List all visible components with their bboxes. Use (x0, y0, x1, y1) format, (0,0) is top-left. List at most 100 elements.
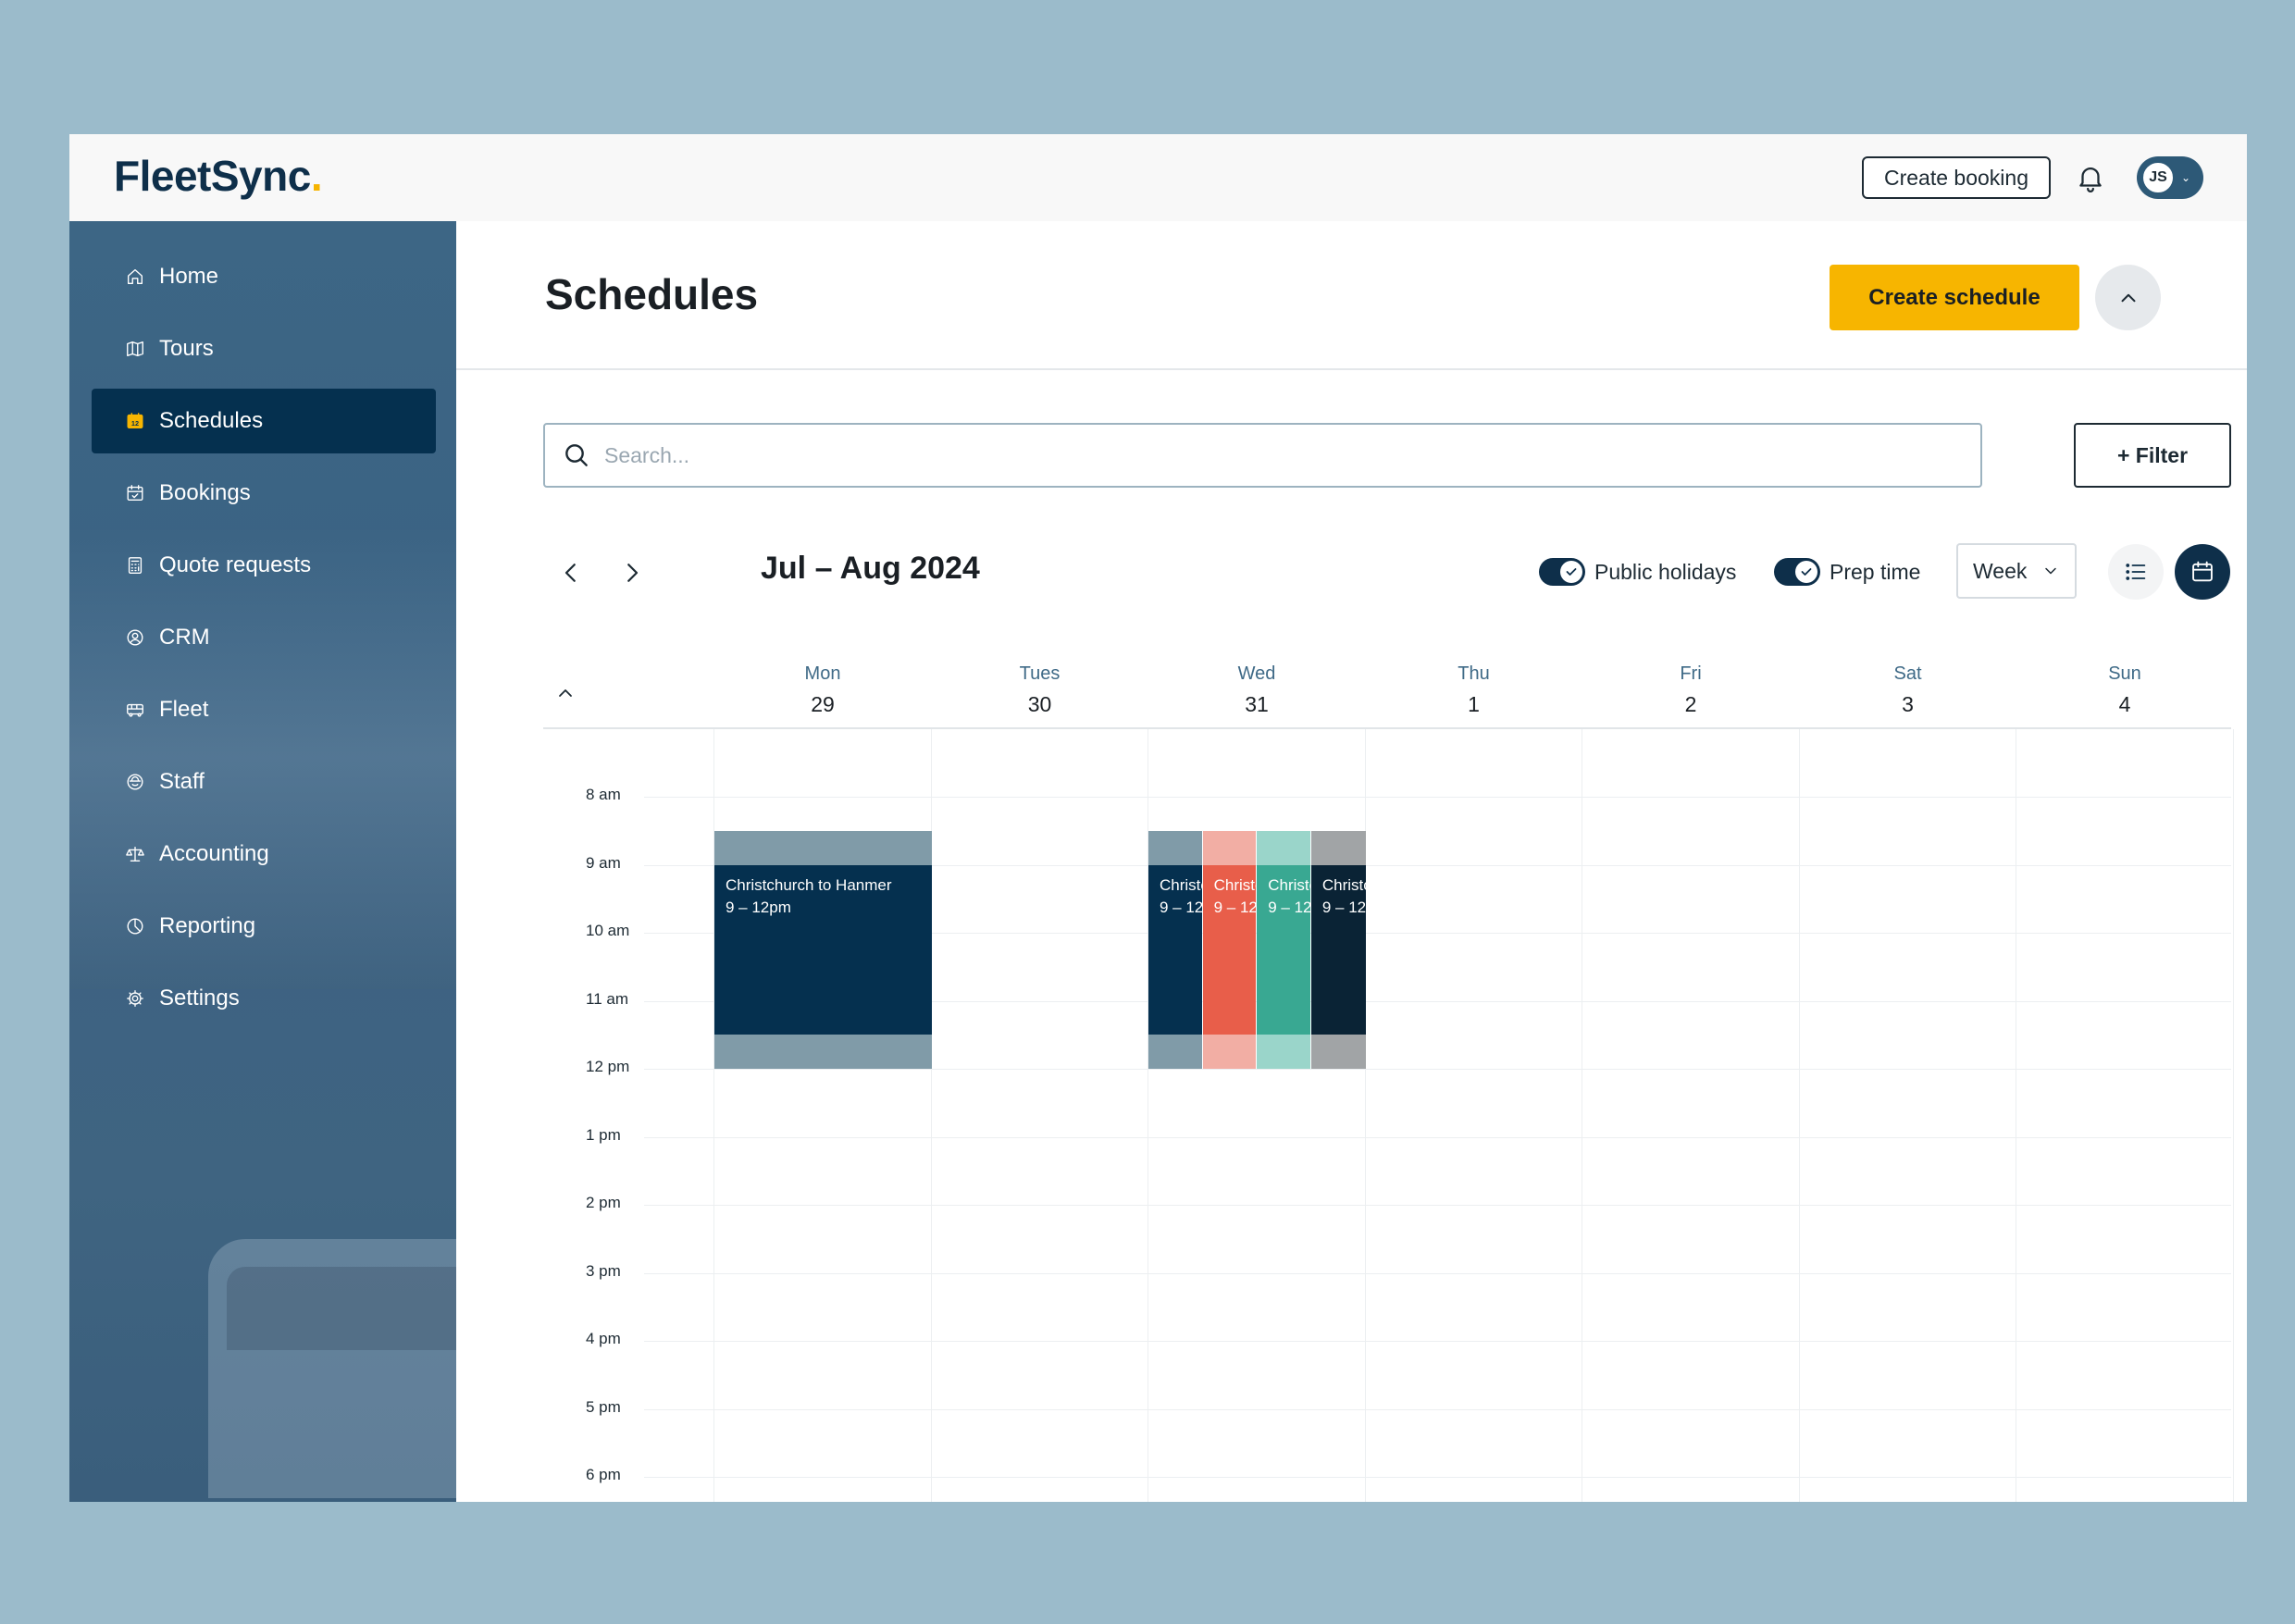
day-header[interactable]: Wed 31 (1148, 663, 1365, 717)
next-week-button[interactable] (615, 556, 649, 589)
event-time: 9 – 12pm (1321, 898, 1366, 916)
bell-icon[interactable] (2075, 162, 2106, 193)
prep-time-toggle[interactable] (1774, 558, 1820, 586)
sidebar-bus-image (208, 1239, 456, 1498)
prep-time-block (1257, 830, 1310, 865)
event-title: Christchurch to Hanmer (726, 875, 892, 894)
prep-time-block (1148, 830, 1202, 865)
calendar-view-button[interactable] (2175, 544, 2230, 600)
chevron-down-icon (2045, 567, 2057, 575)
sidebar-item-label: Schedules (159, 408, 264, 433)
collapse-all-day-button[interactable] (554, 682, 577, 704)
day-name: Tues (1019, 663, 1061, 684)
time-label: 12 pm (586, 1058, 630, 1075)
day-name: Sat (1893, 663, 1922, 684)
sidebar-item-accounting[interactable]: Accounting (92, 822, 436, 886)
chevron-up-icon (2121, 293, 2135, 302)
grid-hour-line (644, 864, 2231, 866)
grid-hour-line (644, 797, 2231, 798)
time-label: 3 pm (586, 1261, 621, 1280)
sidebar-item-schedules[interactable]: 12 Schedules (92, 389, 436, 453)
calculator-icon (124, 554, 146, 576)
event-title: Christchurch to Hanmer (1268, 875, 1310, 894)
sidebar-item-staff[interactable]: Staff (92, 750, 436, 814)
calendar-grid[interactable]: 8 am 9 am 10 am 11 am 12 pm 1 pm 2 pm 3 pm 4 pm 5… (456, 729, 2247, 1502)
event-time: 9 – 12pm (726, 898, 791, 916)
grid-column-line (2232, 729, 2234, 1502)
sidebar-item-crm[interactable]: CRM (92, 605, 436, 670)
prep-time-label: Prep time (1830, 560, 1921, 584)
user-circle-icon (124, 626, 146, 649)
event-time: 9 – 12pm (1268, 898, 1310, 916)
filter-button[interactable]: + Filter (2074, 423, 2231, 488)
day-header[interactable]: Thu 1 (1366, 663, 1582, 717)
day-header[interactable]: Tues 30 (932, 663, 1148, 717)
account-menu[interactable]: JS ⌄ (2137, 156, 2203, 199)
sidebar-item-settings[interactable]: Settings (92, 966, 436, 1031)
sidebar-background-image (69, 527, 456, 989)
day-header[interactable]: Fri 2 (1582, 663, 1799, 717)
time-label: 5 pm (586, 1397, 621, 1416)
staff-icon (124, 771, 146, 793)
schedule-event[interactable]: Christchurch to Hanmer 9 – 12pm (1310, 830, 1366, 1069)
grid-hour-line (644, 1069, 2231, 1070)
time-label: 4 pm (586, 1330, 621, 1347)
view-range-select[interactable]: Week (1956, 543, 2077, 599)
grid-hour-line (644, 933, 2231, 934)
schedule-event[interactable]: Christchurch to Hanmer 9 – 12pm (1202, 830, 1257, 1069)
sidebar-item-fleet[interactable]: Fleet (92, 677, 436, 742)
time-label: 1 pm (586, 1125, 621, 1144)
prep-time-block (714, 1035, 932, 1069)
day-name: Thu (1458, 663, 1490, 684)
check-icon (1560, 561, 1582, 583)
list-icon (2126, 564, 2146, 580)
page-title: Schedules (545, 270, 759, 318)
day-header[interactable]: Sat 3 (1800, 663, 2016, 717)
check-icon (1795, 561, 1817, 583)
collapse-header-button[interactable] (2095, 265, 2161, 330)
chevron-up-icon (559, 689, 572, 697)
event-body: Christchurch to Hanmer 9 – 12pm (1148, 864, 1202, 1035)
grid-hour-line (644, 1136, 2231, 1138)
sidebar-item-quote-requests[interactable]: Quote requests (92, 533, 436, 598)
schedule-event[interactable]: Christchurch to Hanmer 9 – 12pm (1148, 830, 1202, 1069)
search-box[interactable] (543, 423, 1982, 488)
sidebar-item-home[interactable]: Home (92, 244, 436, 309)
day-number: 30 (1027, 692, 1052, 716)
event-body: Christchurch to Hanmer 9 – 12pm (1257, 864, 1310, 1035)
create-booking-button[interactable]: Create booking (1862, 156, 2051, 199)
svg-text:12: 12 (131, 419, 139, 428)
public-holidays-toggle[interactable] (1539, 558, 1585, 586)
day-header[interactable]: Sun 4 (2016, 663, 2233, 717)
main-content: Schedules Create schedule + Filter Jul –… (456, 221, 2247, 1502)
search-input[interactable] (602, 441, 1948, 469)
day-number: 29 (811, 692, 835, 716)
create-schedule-button[interactable]: Create schedule (1830, 265, 2079, 330)
grid-hour-line (644, 1341, 2231, 1342)
date-range-title: Jul – Aug 2024 (761, 551, 980, 586)
schedule-event[interactable]: Christchurch to Hanmer 9 – 12pm (714, 830, 932, 1069)
sidebar-item-bookings[interactable]: Bookings (92, 461, 436, 526)
sidebar-item-reporting[interactable]: Reporting (92, 894, 436, 959)
prep-time-block (1202, 830, 1257, 865)
gear-icon (124, 987, 146, 1010)
sidebar-item-label: Settings (159, 986, 240, 1010)
map-icon (124, 338, 146, 360)
home-icon (124, 266, 146, 288)
brand-logo[interactable]: FleetSync. (114, 152, 323, 200)
previous-week-button[interactable] (554, 556, 588, 589)
list-view-button[interactable] (2108, 544, 2164, 600)
time-label: 11 am (586, 989, 628, 1008)
prep-time-block (1310, 830, 1366, 865)
grid-column-line (1798, 729, 1800, 1502)
event-body: Christchurch to Hanmer 9 – 12pm (714, 864, 932, 1035)
time-label: 8 am (586, 786, 621, 803)
schedule-event[interactable]: Christchurch to Hanmer 9 – 12pm (1257, 830, 1310, 1069)
calendar-check-icon (124, 482, 146, 504)
day-name: Fri (1680, 663, 1702, 684)
day-number: 4 (2118, 692, 2131, 716)
day-number: 2 (1684, 692, 1697, 716)
event-time: 9 – 12pm (1213, 898, 1257, 916)
day-header[interactable]: Mon 29 (714, 663, 931, 717)
sidebar-item-tours[interactable]: Tours (92, 316, 436, 381)
